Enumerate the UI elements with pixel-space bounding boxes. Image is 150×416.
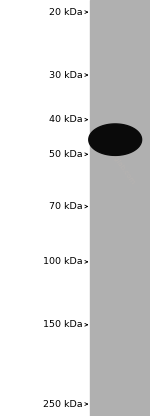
Text: 20 kDa: 20 kDa [49, 7, 82, 17]
Bar [90, 0, 150, 416]
Text: 40 kDa: 40 kDa [49, 115, 82, 124]
Text: 100 kDa: 100 kDa [43, 258, 82, 266]
Text: 30 kDa: 30 kDa [49, 71, 82, 79]
Text: www.ptglab.com: www.ptglab.com [98, 135, 136, 186]
Text: 150 kDa: 150 kDa [43, 320, 82, 329]
Text: 250 kDa: 250 kDa [43, 399, 82, 409]
Text: 50 kDa: 50 kDa [49, 150, 82, 159]
Text: 70 kDa: 70 kDa [49, 202, 82, 211]
Polygon shape [89, 124, 142, 156]
